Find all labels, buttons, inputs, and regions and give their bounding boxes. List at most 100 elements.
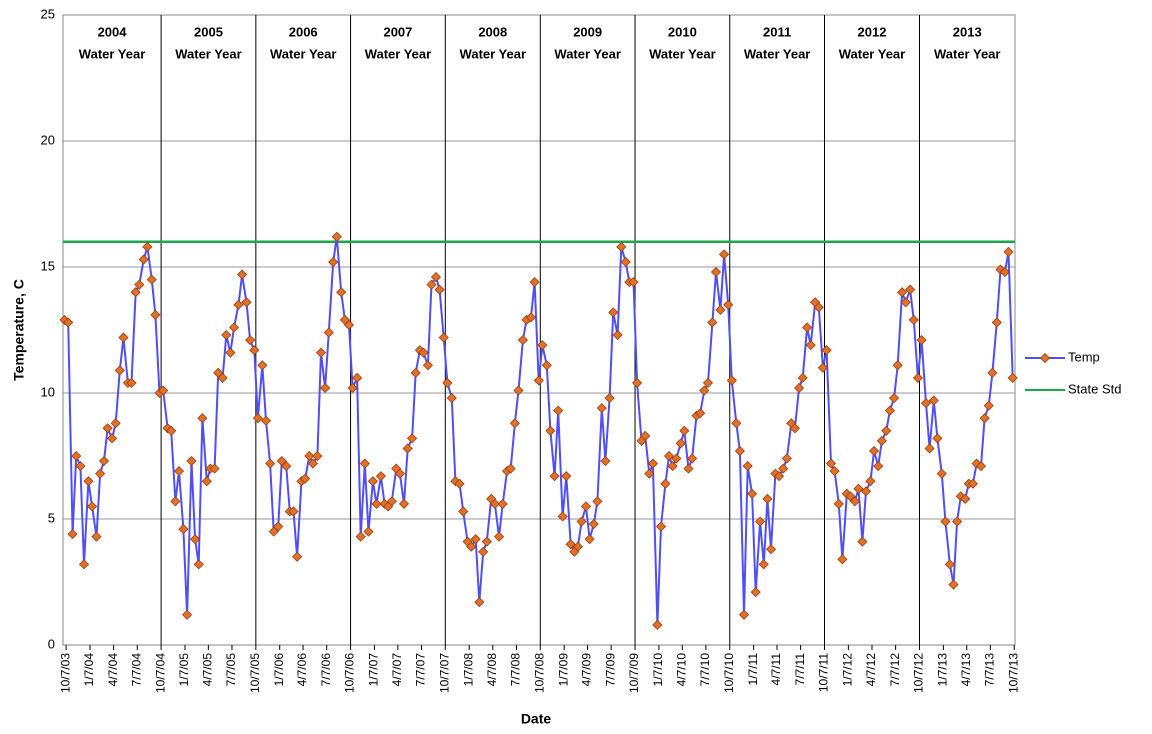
data-point — [114, 365, 125, 376]
data-point — [979, 413, 990, 424]
data-point — [537, 340, 548, 351]
x-tick-label: 10/7/06 — [343, 653, 357, 693]
x-tick-label: 10/7/12 — [912, 653, 926, 693]
data-point — [699, 385, 710, 396]
data-point — [237, 269, 248, 280]
data-point — [821, 345, 832, 356]
data-point — [170, 496, 181, 507]
data-point — [363, 526, 374, 537]
data-point — [888, 392, 900, 404]
data-point — [604, 392, 615, 404]
data-point — [75, 461, 86, 472]
annotation-label: Water Year — [649, 46, 716, 61]
x-tick-label: 10/7/13 — [1006, 653, 1020, 693]
x-tick-label: 1/7/08 — [461, 653, 475, 687]
data-point — [438, 332, 449, 343]
data-point — [829, 466, 840, 477]
data-point — [257, 360, 268, 371]
data-point — [422, 360, 433, 371]
data-point — [67, 529, 78, 540]
data-point — [458, 506, 469, 517]
data-point — [576, 516, 587, 527]
data-point — [944, 559, 955, 570]
data-point — [565, 539, 576, 550]
annotation-year: 2010 — [668, 24, 697, 39]
data-point — [924, 443, 935, 454]
data-point — [936, 468, 947, 479]
data-point — [410, 367, 421, 378]
x-tick-label: 4/7/08 — [485, 653, 499, 687]
data-point — [110, 418, 121, 429]
x-tick-label: 1/7/13 — [936, 653, 950, 687]
data-point — [394, 468, 405, 479]
annotation-year: 2004 — [98, 24, 128, 39]
data-point — [742, 461, 753, 472]
x-tick-label: 7/7/12 — [888, 653, 902, 687]
data-point — [912, 372, 923, 383]
plot-frame — [62, 14, 1016, 646]
data-point — [596, 403, 607, 414]
data-point — [640, 430, 651, 441]
data-point — [355, 531, 366, 542]
data-point — [572, 541, 583, 552]
data-point — [398, 498, 410, 509]
data-point — [905, 284, 916, 295]
data-point — [193, 559, 204, 570]
data-point — [288, 506, 299, 517]
data-point — [430, 272, 442, 283]
data-point — [225, 347, 236, 358]
data-point — [715, 304, 726, 315]
data-point — [489, 498, 500, 509]
data-point — [281, 461, 292, 472]
data-point — [474, 597, 485, 608]
data-point — [781, 453, 792, 464]
data-point — [209, 463, 220, 474]
data-point — [87, 501, 98, 512]
data-point — [928, 395, 939, 406]
data-point — [940, 516, 951, 527]
data-point — [513, 385, 524, 396]
data-point — [932, 433, 943, 444]
series-line — [64, 236, 1014, 625]
data-point — [853, 483, 864, 494]
data-point — [876, 435, 887, 446]
data-point — [999, 266, 1010, 278]
data-point — [920, 398, 932, 409]
data-point — [91, 531, 102, 542]
data-point — [813, 302, 824, 313]
data-point — [347, 382, 358, 394]
x-tick-label: 4/7/04 — [106, 653, 120, 687]
x-tick-label: 10/7/08 — [532, 653, 546, 693]
data-point — [343, 319, 355, 331]
annotation-year: 2011 — [763, 24, 791, 39]
data-point — [426, 279, 437, 290]
data-point — [386, 496, 397, 507]
data-point — [351, 372, 363, 383]
y-tick-label: 0 — [48, 636, 55, 651]
annotation-label: Water Year — [175, 46, 242, 61]
data-point — [446, 392, 457, 404]
data-point — [679, 425, 690, 436]
annotation-year: 2009 — [573, 24, 602, 39]
data-point — [758, 559, 769, 570]
annotation-label: Water Year — [270, 46, 337, 61]
data-point — [671, 453, 682, 464]
data-point — [497, 498, 508, 509]
data-point — [265, 458, 276, 469]
data-point — [78, 559, 90, 570]
data-point — [660, 478, 671, 489]
data-point — [588, 518, 599, 530]
x-tick-label: 10/7/05 — [248, 653, 262, 693]
data-point — [825, 458, 837, 469]
data-point — [478, 546, 489, 557]
x-tick-label: 10/7/10 — [722, 653, 736, 693]
data-point — [166, 425, 177, 436]
data-point — [731, 418, 742, 429]
annotation-label: Water Year — [79, 46, 146, 61]
data-point — [181, 609, 193, 620]
data-point — [300, 473, 311, 484]
data-point — [371, 498, 382, 509]
data-point — [738, 609, 750, 620]
data-point — [505, 463, 516, 474]
